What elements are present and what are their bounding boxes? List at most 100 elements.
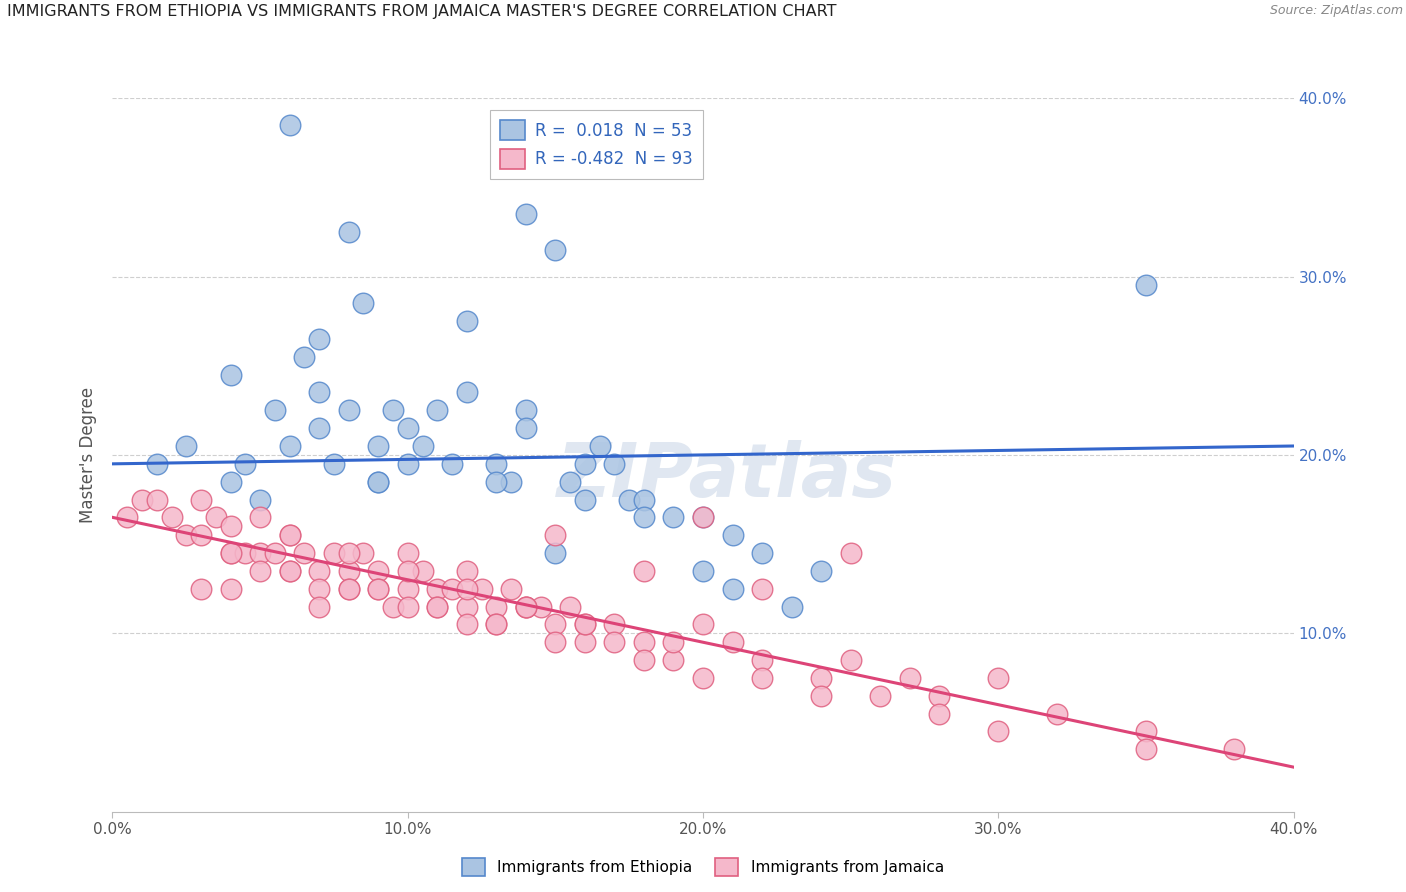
- Point: [928, 689, 950, 703]
- Point: [278, 528, 301, 542]
- Point: [456, 314, 478, 328]
- Point: [603, 457, 626, 471]
- Point: [633, 510, 655, 524]
- Point: [485, 617, 508, 632]
- Point: [869, 689, 891, 703]
- Point: [603, 617, 626, 632]
- Point: [308, 582, 330, 596]
- Point: [382, 599, 405, 614]
- Point: [633, 492, 655, 507]
- Point: [558, 475, 582, 489]
- Point: [367, 582, 389, 596]
- Point: [219, 546, 242, 560]
- Point: [367, 439, 389, 453]
- Point: [190, 582, 212, 596]
- Point: [426, 403, 449, 417]
- Point: [337, 564, 360, 578]
- Point: [292, 546, 315, 560]
- Point: [190, 528, 212, 542]
- Point: [751, 582, 773, 596]
- Point: [574, 635, 596, 649]
- Point: [721, 528, 744, 542]
- Point: [323, 546, 346, 560]
- Point: [456, 599, 478, 614]
- Point: [692, 671, 714, 685]
- Point: [117, 510, 138, 524]
- Point: [249, 492, 271, 507]
- Point: [396, 599, 419, 614]
- Point: [574, 617, 596, 632]
- Point: [249, 546, 271, 560]
- Point: [544, 635, 567, 649]
- Point: [1135, 724, 1157, 739]
- Point: [574, 457, 596, 471]
- Point: [396, 582, 419, 596]
- Point: [219, 475, 242, 489]
- Point: [810, 671, 832, 685]
- Point: [456, 385, 478, 400]
- Point: [692, 510, 714, 524]
- Point: [898, 671, 921, 685]
- Point: [485, 457, 508, 471]
- Point: [396, 457, 419, 471]
- Point: [441, 457, 464, 471]
- Point: [515, 599, 537, 614]
- Point: [146, 457, 169, 471]
- Point: [485, 475, 508, 489]
- Point: [174, 439, 197, 453]
- Point: [544, 243, 567, 257]
- Point: [396, 564, 419, 578]
- Point: [264, 546, 287, 560]
- Point: [662, 510, 685, 524]
- Point: [308, 385, 330, 400]
- Point: [1135, 278, 1157, 293]
- Point: [456, 617, 478, 632]
- Point: [515, 421, 537, 435]
- Point: [308, 332, 330, 346]
- Legend: Immigrants from Ethiopia, Immigrants from Jamaica: Immigrants from Ethiopia, Immigrants fro…: [456, 852, 950, 882]
- Point: [810, 564, 832, 578]
- Point: [190, 492, 212, 507]
- Point: [219, 368, 242, 382]
- Point: [146, 492, 169, 507]
- Point: [810, 689, 832, 703]
- Point: [515, 207, 537, 221]
- Point: [662, 653, 685, 667]
- Point: [515, 403, 537, 417]
- Point: [323, 457, 346, 471]
- Point: [485, 599, 508, 614]
- Point: [337, 546, 360, 560]
- Point: [721, 582, 744, 596]
- Point: [278, 439, 301, 453]
- Point: [839, 546, 862, 560]
- Point: [515, 599, 537, 614]
- Point: [160, 510, 183, 524]
- Point: [278, 118, 301, 132]
- Point: [588, 439, 610, 453]
- Point: [382, 403, 405, 417]
- Point: [131, 492, 153, 507]
- Point: [751, 653, 773, 667]
- Point: [219, 582, 242, 596]
- Point: [292, 350, 315, 364]
- Point: [441, 582, 464, 596]
- Point: [574, 492, 596, 507]
- Point: [456, 582, 478, 596]
- Text: Source: ZipAtlas.com: Source: ZipAtlas.com: [1270, 4, 1403, 18]
- Point: [337, 582, 360, 596]
- Point: [367, 564, 389, 578]
- Point: [278, 528, 301, 542]
- Point: [485, 617, 508, 632]
- Point: [633, 653, 655, 667]
- Point: [352, 296, 374, 310]
- Point: [515, 599, 537, 614]
- Point: [426, 599, 449, 614]
- Point: [337, 582, 360, 596]
- Point: [456, 564, 478, 578]
- Point: [352, 546, 374, 560]
- Point: [529, 599, 551, 614]
- Point: [308, 599, 330, 614]
- Point: [692, 617, 714, 632]
- Point: [751, 546, 773, 560]
- Point: [721, 635, 744, 649]
